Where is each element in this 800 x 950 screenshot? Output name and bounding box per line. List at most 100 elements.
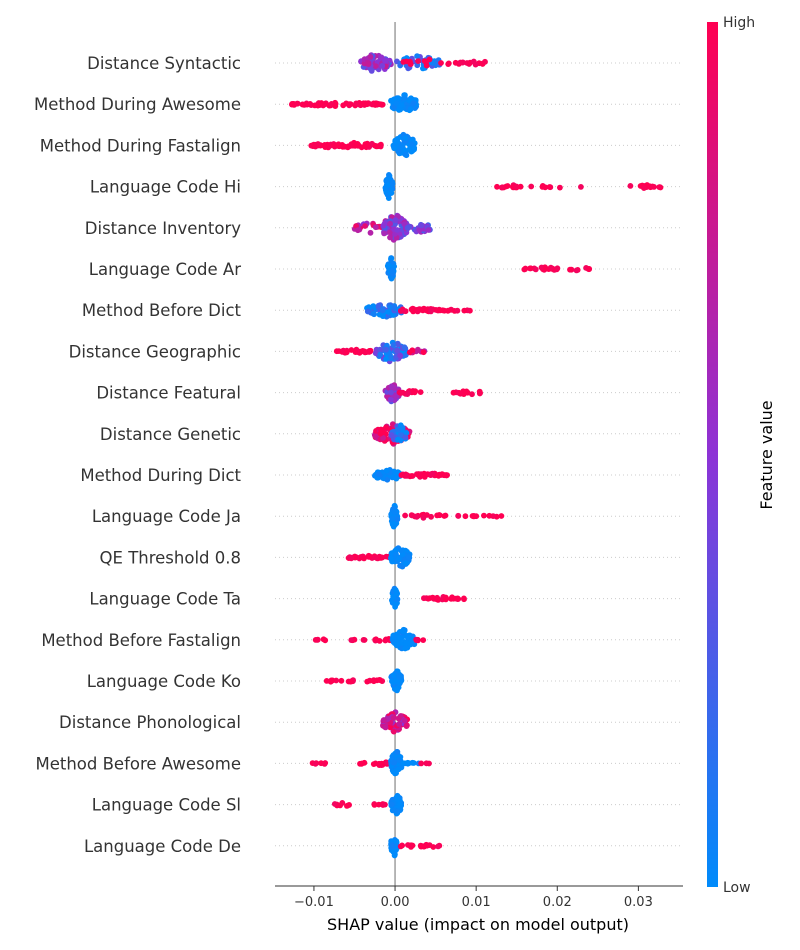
feature-label: Distance Geographic [69, 342, 241, 361]
data-point [402, 512, 408, 519]
data-point [390, 594, 397, 601]
data-point [380, 222, 387, 229]
data-point [336, 143, 343, 150]
data-point [390, 672, 397, 679]
data-point [383, 467, 390, 474]
data-point [382, 724, 389, 731]
data-point [409, 512, 416, 519]
data-point [411, 389, 418, 396]
data-point [372, 63, 379, 69]
data-point [439, 471, 445, 477]
data-point [364, 142, 371, 149]
data-point [401, 344, 408, 351]
data-point [402, 135, 409, 141]
data-point [400, 95, 407, 102]
data-point [387, 190, 394, 197]
data-point [421, 58, 428, 64]
data-point [371, 802, 378, 808]
data-point [461, 307, 468, 314]
feature-label: QE Threshold 0.8 [100, 548, 241, 567]
data-point [586, 266, 592, 273]
x-axis: −0.01 0.00 0.01 0.02 0.03 [275, 885, 683, 910]
data-point [392, 770, 398, 777]
data-point [374, 677, 380, 684]
data-point [362, 223, 368, 229]
data-point [358, 760, 365, 767]
data-point [392, 217, 399, 224]
data-point [387, 220, 393, 227]
data-point [416, 227, 423, 234]
data-point [442, 596, 449, 603]
row-guide-lines [275, 62, 683, 847]
data-point [380, 717, 387, 723]
data-point [364, 308, 371, 315]
data-point [567, 266, 573, 273]
data-point [360, 637, 367, 643]
data-point [379, 101, 385, 108]
data-point [395, 148, 402, 155]
feature-label: Language Code Ta [89, 590, 241, 609]
data-point [388, 389, 394, 396]
feature-label: Language Code Ja [92, 507, 241, 526]
data-point [413, 513, 420, 520]
data-point [312, 637, 319, 643]
data-point [395, 426, 402, 433]
x-tick-label: 0.00 [381, 895, 410, 910]
data-point [557, 184, 563, 191]
data-point [517, 183, 524, 190]
data-point [391, 145, 398, 152]
data-point [423, 62, 430, 69]
data-point [391, 759, 397, 766]
data-point [396, 757, 402, 763]
feature-label: Language Code Ko [87, 672, 241, 691]
data-point [289, 101, 295, 107]
data-point [418, 760, 425, 767]
data-point [409, 347, 416, 354]
data-point [420, 307, 426, 314]
data-point [441, 513, 448, 519]
data-point [415, 58, 421, 64]
data-point [401, 308, 407, 314]
data-point [542, 265, 549, 272]
data-point [393, 838, 400, 845]
data-point [355, 142, 362, 149]
data-point [450, 389, 457, 396]
data-point [321, 142, 328, 148]
data-point [539, 184, 546, 190]
data-point [417, 389, 424, 395]
x-axis-title: SHAP value (impact on model output) [327, 915, 629, 934]
data-point [393, 100, 400, 107]
data-point [346, 101, 352, 108]
data-point [641, 185, 647, 191]
data-point [338, 677, 345, 684]
data-point [454, 307, 461, 314]
feature-label: Method During Dict [80, 466, 241, 485]
data-point [418, 222, 425, 229]
data-point [367, 229, 374, 236]
data-point [396, 634, 402, 641]
data-point [548, 264, 554, 271]
data-point [383, 424, 389, 431]
feature-label: Distance Genetic [100, 425, 241, 444]
data-point [394, 227, 401, 233]
data-point [429, 470, 436, 477]
data-point [397, 432, 404, 439]
feature-label: Method During Awesome [34, 95, 241, 114]
data-point [379, 313, 386, 319]
data-point [513, 183, 520, 190]
data-point [355, 227, 361, 234]
data-point [367, 54, 374, 60]
data-point [403, 723, 410, 729]
data-point [649, 183, 656, 190]
x-tick-label: −0.01 [294, 895, 334, 910]
data-point [573, 267, 580, 274]
data-point [392, 587, 399, 593]
feature-label: Distance Syntactic [87, 54, 241, 73]
data-point [331, 801, 338, 807]
data-point [482, 58, 488, 65]
data-point [332, 103, 339, 109]
data-point [457, 390, 464, 397]
data-point [370, 310, 377, 317]
colorbar [707, 22, 718, 887]
